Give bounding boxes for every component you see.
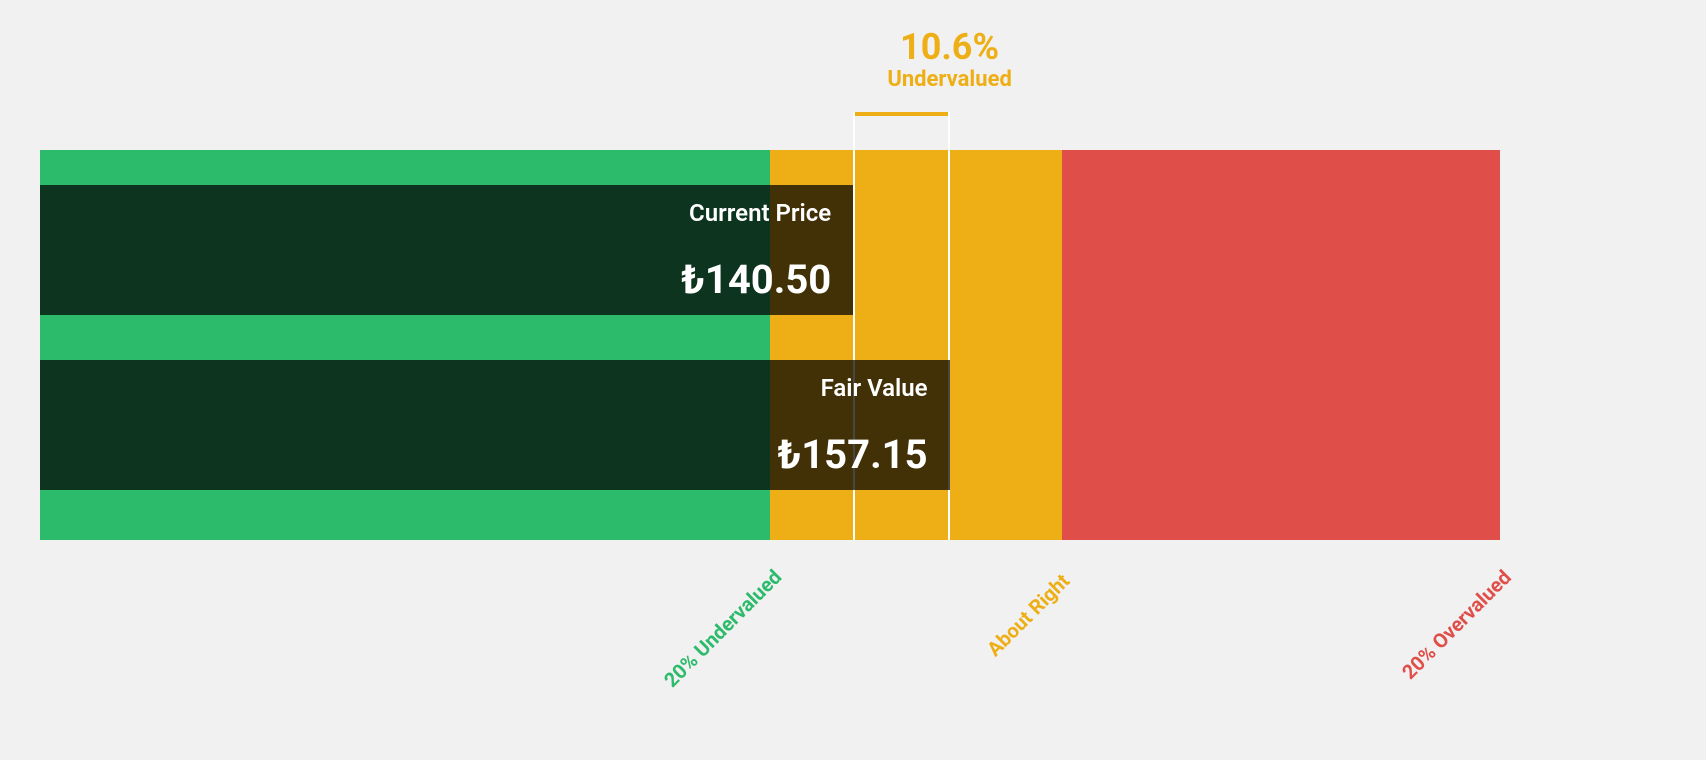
axis-label-undervalued: 20% Undervalued [659,564,786,691]
axis-label-overvalued: 20% Overvalued [1397,565,1516,684]
axis-label-about_right: About Right [982,568,1074,660]
axis-labels: 20% Undervalued About Right 20% Overvalued [0,0,1706,760]
valuation-chart: 10.6% Undervalued Current Price₺140.50Fa… [0,0,1706,760]
